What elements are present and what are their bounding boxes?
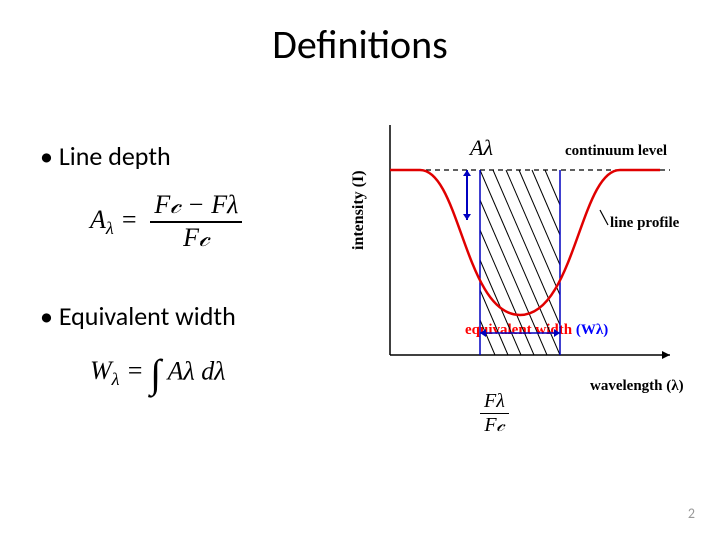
y-axis-label: intensity (I) [350, 170, 368, 250]
bullet-line-depth: Line depth [40, 140, 171, 172]
formula-eqw-rhs: Aλ dλ [168, 356, 226, 385]
formula-line-depth: Aλ = F𝒸 − Fλ F𝒸 [90, 190, 242, 254]
formula-denominator: F𝒸 [150, 223, 242, 254]
formula-lhs: Aλ = [90, 205, 138, 234]
page-number: 2 [688, 505, 695, 522]
integral-sign: ∫ [150, 351, 161, 396]
formula-equivalent-width: Wλ = ∫ Aλ dλ [90, 350, 225, 397]
formula-numerator: F𝒸 − Fλ [150, 190, 242, 223]
slide-title: Definitions [0, 20, 720, 69]
spectral-line-diagram [370, 115, 705, 435]
formula-eqw-lhs: Wλ = [90, 356, 144, 385]
bullet-equivalent-width: Equivalent width [40, 300, 236, 332]
